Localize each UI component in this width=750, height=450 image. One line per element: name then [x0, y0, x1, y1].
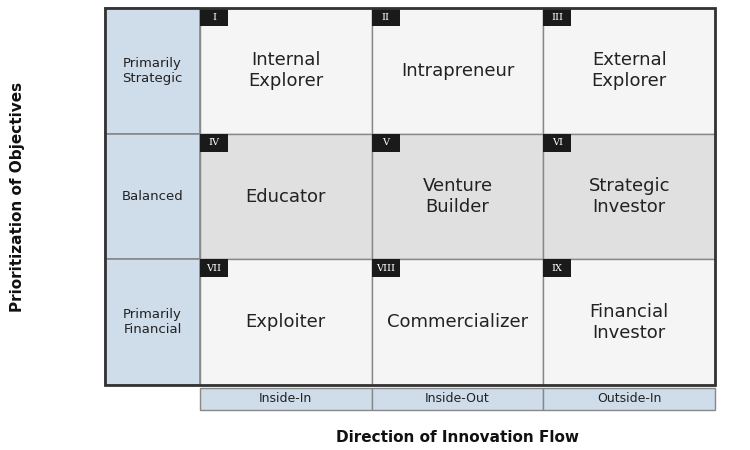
Text: VII: VII — [206, 264, 221, 273]
Bar — [372, 134, 543, 259]
Text: Primarily
Financial: Primarily Financial — [123, 308, 182, 336]
Bar — [200, 388, 372, 410]
Text: Exploiter: Exploiter — [246, 313, 326, 331]
Text: VI: VI — [552, 138, 562, 147]
Bar — [543, 388, 715, 410]
Bar — [543, 134, 715, 259]
Bar — [200, 134, 228, 152]
Text: Primarily
Strategic: Primarily Strategic — [122, 57, 183, 85]
Text: Balanced: Balanced — [122, 190, 183, 203]
Text: VIII: VIII — [376, 264, 395, 273]
Text: Intrapreneur: Intrapreneur — [400, 62, 514, 80]
Bar — [372, 388, 543, 410]
Text: Financial
Investor: Financial Investor — [590, 303, 669, 342]
Text: Outside-In: Outside-In — [597, 392, 662, 405]
Bar — [372, 134, 400, 152]
Bar — [105, 134, 200, 259]
Text: Educator: Educator — [245, 188, 326, 206]
Bar — [200, 259, 372, 385]
Bar — [543, 8, 572, 26]
Bar — [543, 259, 572, 277]
Text: IV: IV — [209, 138, 220, 147]
Bar — [372, 8, 543, 134]
Text: IX: IX — [552, 264, 562, 273]
Bar — [105, 259, 200, 385]
Text: Inside-Out: Inside-Out — [425, 392, 490, 405]
Text: II: II — [382, 13, 390, 22]
Text: Strategic
Investor: Strategic Investor — [589, 177, 670, 216]
Text: Direction of Innovation Flow: Direction of Innovation Flow — [336, 431, 579, 446]
Text: External
Explorer: External Explorer — [592, 51, 667, 90]
Bar — [543, 8, 715, 134]
Text: I: I — [212, 13, 216, 22]
Text: Inside-In: Inside-In — [260, 392, 313, 405]
Text: III: III — [551, 13, 563, 22]
Bar — [372, 259, 400, 277]
Bar — [200, 8, 228, 26]
Bar — [543, 134, 572, 152]
Bar — [372, 8, 400, 26]
Text: Prioritization of Objectives: Prioritization of Objectives — [10, 81, 26, 311]
Text: Venture
Builder: Venture Builder — [422, 177, 493, 216]
Bar — [105, 8, 200, 134]
Bar — [200, 134, 372, 259]
Bar — [200, 259, 228, 277]
Text: Internal
Explorer: Internal Explorer — [248, 51, 323, 90]
Bar — [105, 8, 715, 385]
Bar — [543, 259, 715, 385]
Text: Commercializer: Commercializer — [387, 313, 528, 331]
Bar — [372, 259, 543, 385]
Bar — [200, 8, 372, 134]
Text: V: V — [382, 138, 389, 147]
